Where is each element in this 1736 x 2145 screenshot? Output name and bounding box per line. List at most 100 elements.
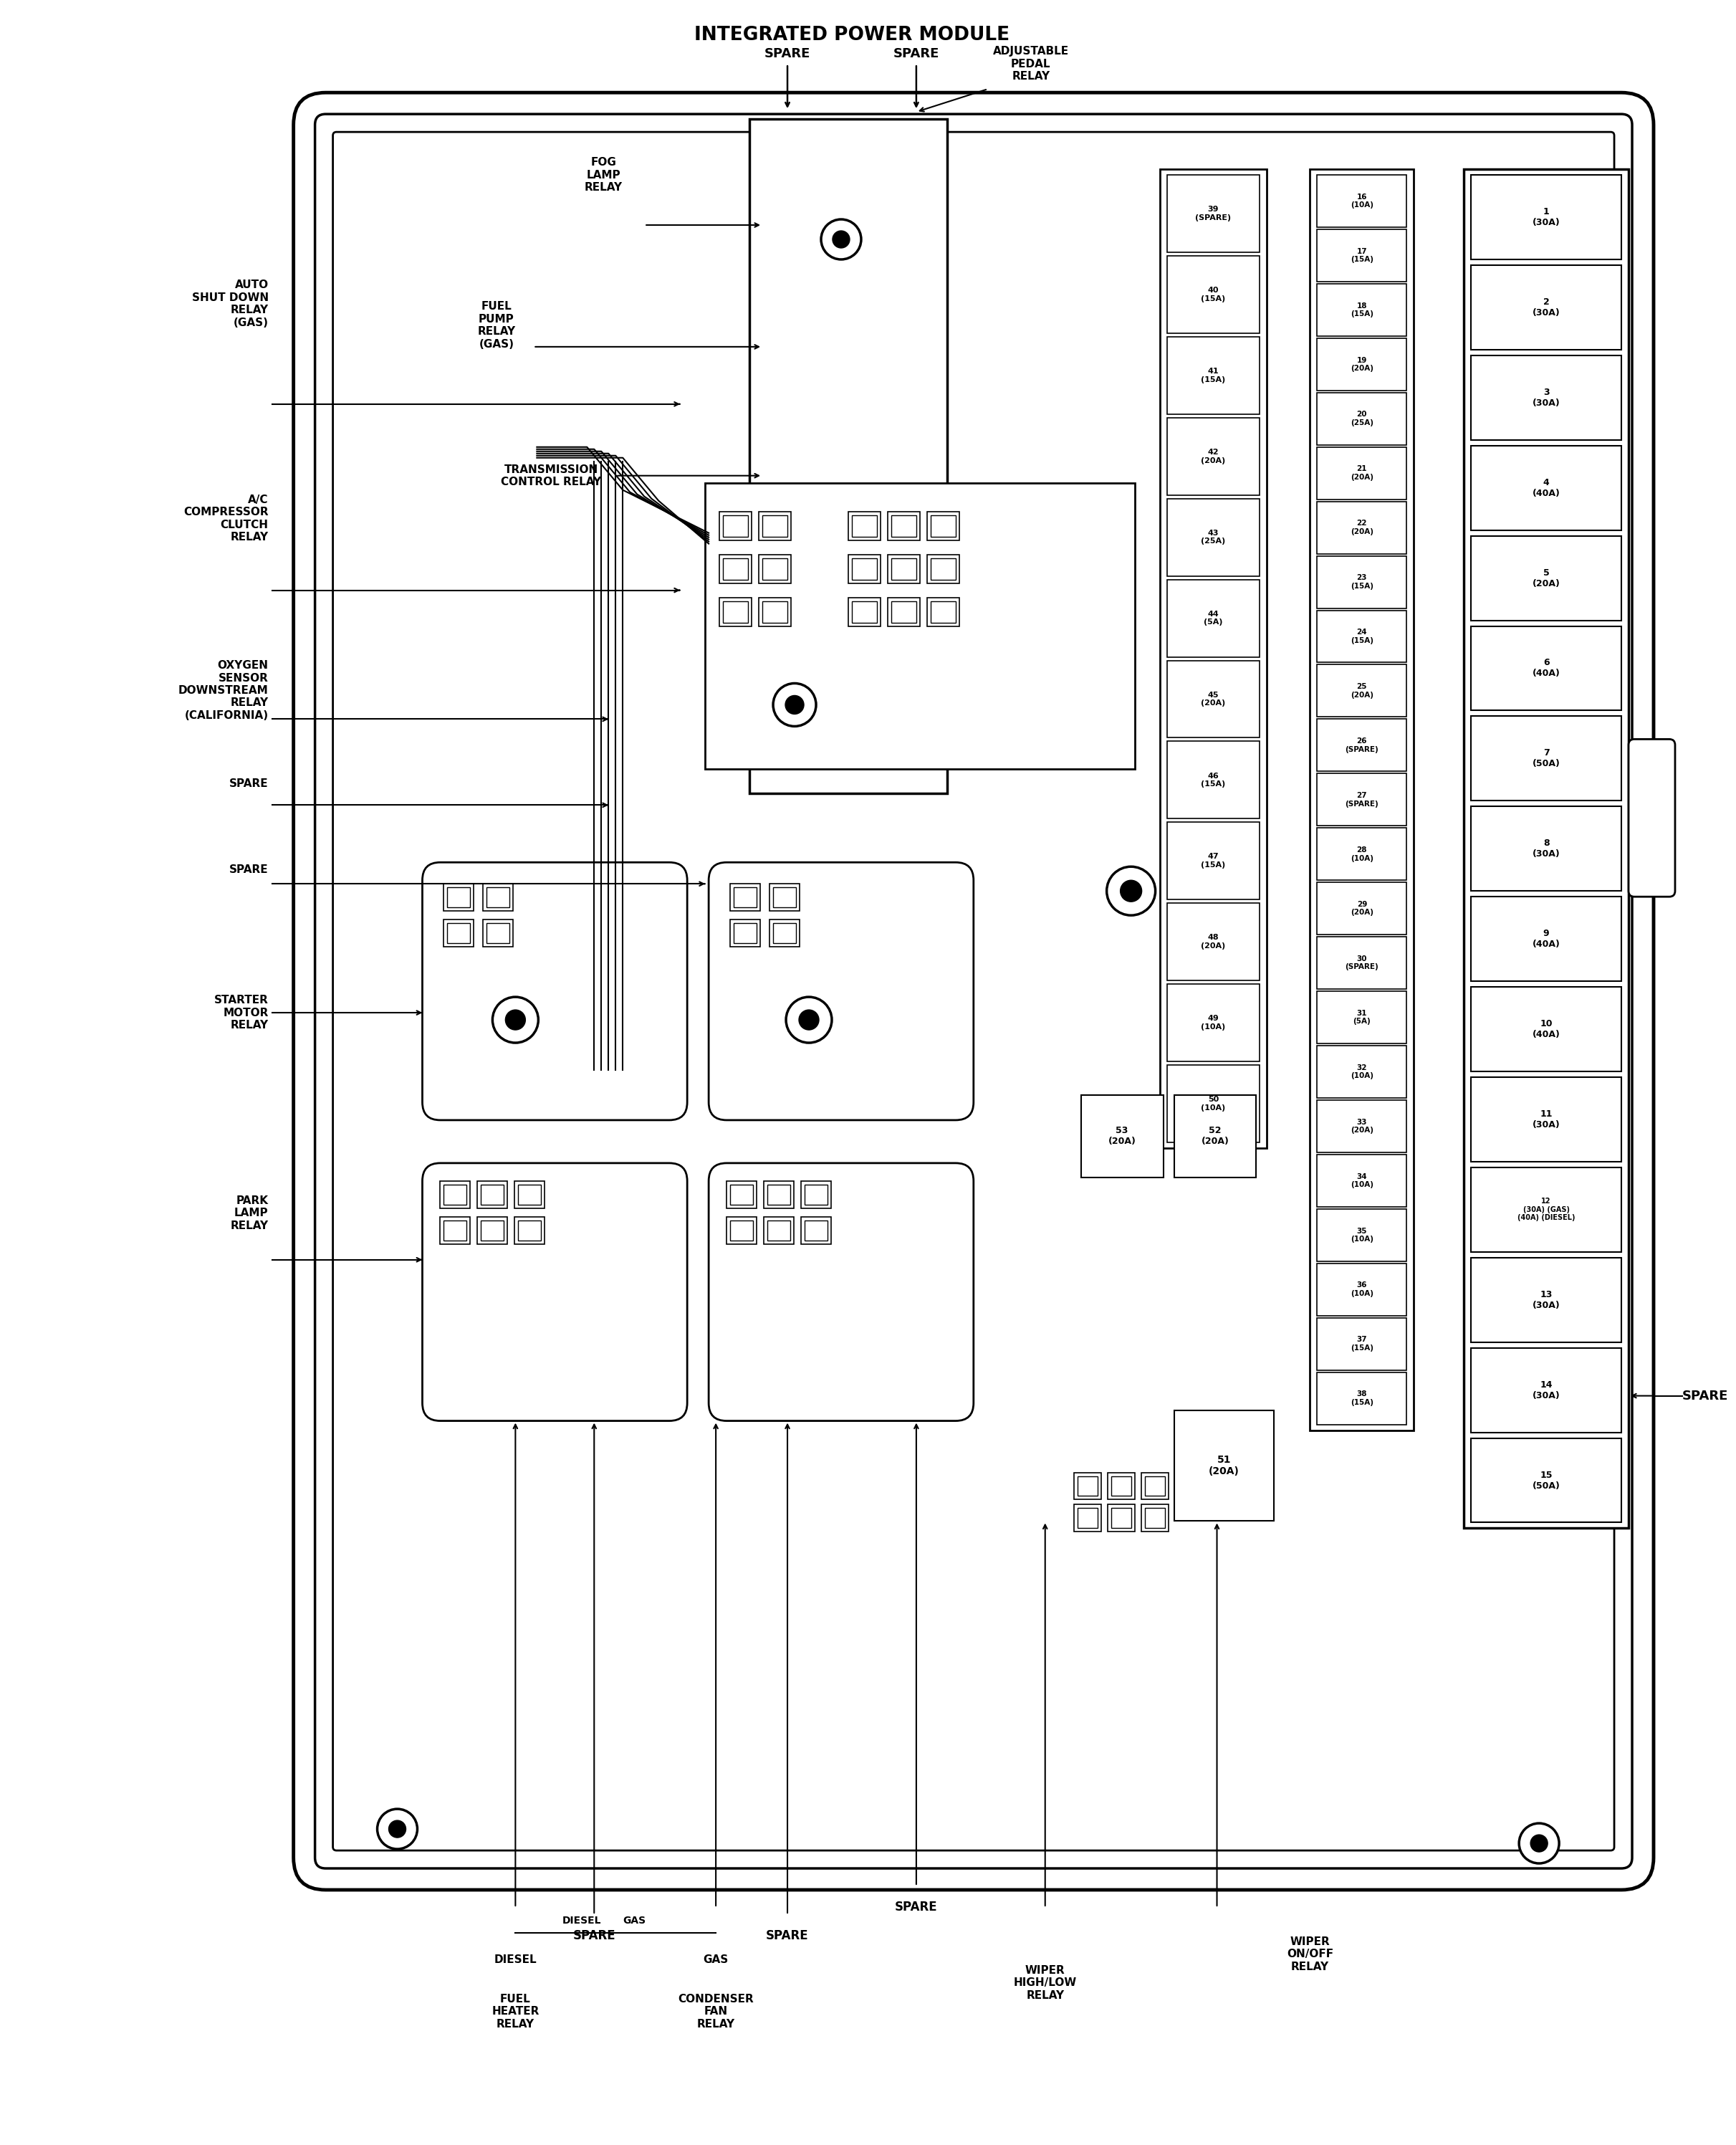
Text: 2
(30A): 2 (30A) — [1533, 298, 1561, 317]
Bar — [1167, 742, 1260, 819]
Text: GAS: GAS — [623, 1915, 646, 1926]
Bar — [1318, 828, 1406, 879]
Bar — [1108, 1504, 1135, 1532]
Circle shape — [389, 1821, 406, 1838]
Text: 43
(25A): 43 (25A) — [1201, 530, 1226, 545]
Bar — [767, 1184, 790, 1205]
Text: 42
(20A): 42 (20A) — [1201, 448, 1226, 463]
Bar — [764, 1216, 793, 1244]
Bar — [1470, 897, 1621, 980]
Circle shape — [821, 219, 861, 260]
Text: 45
(20A): 45 (20A) — [1201, 691, 1226, 708]
Bar — [863, 607, 934, 663]
Text: 31
(5A): 31 (5A) — [1352, 1010, 1371, 1025]
Bar — [1470, 1257, 1621, 1343]
Bar — [514, 1216, 545, 1244]
Bar — [811, 740, 832, 770]
Bar — [1078, 1476, 1097, 1495]
Bar — [1082, 1096, 1163, 1178]
Bar — [762, 727, 833, 783]
Bar — [911, 257, 930, 290]
Bar — [486, 888, 510, 907]
Text: 15
(50A): 15 (50A) — [1533, 1469, 1561, 1491]
Text: FUEL
HEATER
RELAY: FUEL HEATER RELAY — [491, 1993, 540, 2029]
Bar — [887, 598, 920, 626]
Text: SPARE: SPARE — [764, 47, 811, 60]
Text: 11
(30A): 11 (30A) — [1533, 1109, 1561, 1130]
Bar — [1470, 1167, 1621, 1253]
Bar — [930, 558, 955, 579]
Bar — [719, 598, 752, 626]
Bar — [1167, 661, 1260, 738]
FancyBboxPatch shape — [422, 1163, 687, 1420]
Text: 27
(SPARE): 27 (SPARE) — [1345, 792, 1378, 807]
Bar — [769, 884, 800, 912]
Bar — [811, 137, 832, 167]
Bar — [1174, 1096, 1257, 1178]
Bar — [477, 1182, 507, 1208]
Bar — [1318, 1373, 1406, 1424]
Text: 20
(25A): 20 (25A) — [1351, 412, 1373, 427]
Bar — [762, 305, 833, 360]
Bar — [762, 365, 833, 420]
Bar — [1470, 1347, 1621, 1433]
Bar — [866, 317, 885, 350]
Bar — [1470, 536, 1621, 620]
Text: 8
(30A): 8 (30A) — [1533, 839, 1561, 858]
Bar — [731, 920, 760, 946]
FancyBboxPatch shape — [333, 133, 1614, 1851]
Bar — [1111, 1476, 1132, 1495]
Bar — [866, 438, 885, 470]
Bar — [1318, 283, 1406, 337]
Bar — [1318, 991, 1406, 1042]
Circle shape — [833, 232, 849, 249]
Circle shape — [493, 997, 538, 1042]
Bar — [1470, 807, 1621, 890]
Text: SPARE: SPARE — [229, 779, 269, 789]
Bar — [863, 124, 934, 180]
Bar — [866, 137, 885, 167]
Bar — [811, 378, 832, 410]
Text: TRANSMISSION
CONTROL RELAY: TRANSMISSION CONTROL RELAY — [502, 463, 601, 487]
Bar — [727, 1182, 757, 1208]
Bar — [762, 667, 833, 723]
Bar — [1311, 169, 1413, 1431]
Bar — [762, 601, 788, 622]
Text: 19
(20A): 19 (20A) — [1351, 356, 1373, 371]
Text: 53
(20A): 53 (20A) — [1108, 1126, 1135, 1145]
Bar — [863, 545, 934, 603]
Text: AUTO
SHUT DOWN
RELAY
(GAS): AUTO SHUT DOWN RELAY (GAS) — [191, 279, 269, 328]
Bar — [911, 197, 930, 230]
Circle shape — [773, 684, 816, 727]
Bar — [1318, 1263, 1406, 1315]
Bar — [852, 558, 877, 579]
FancyBboxPatch shape — [708, 862, 974, 1120]
Bar — [891, 515, 917, 536]
Bar — [1075, 1504, 1101, 1532]
Bar — [762, 558, 788, 579]
Text: SPARE: SPARE — [896, 1900, 937, 1913]
Bar — [804, 1221, 828, 1240]
Text: PARK
LAMP
RELAY: PARK LAMP RELAY — [231, 1195, 269, 1231]
Bar — [1167, 579, 1260, 656]
Circle shape — [505, 1010, 526, 1030]
Bar — [1108, 1471, 1135, 1499]
Bar — [1167, 418, 1260, 495]
Bar — [448, 922, 470, 944]
Bar — [849, 553, 880, 583]
Bar — [1470, 266, 1621, 350]
Bar — [1318, 882, 1406, 935]
Bar — [1167, 1064, 1260, 1143]
Bar — [734, 888, 757, 907]
Bar — [448, 888, 470, 907]
Text: 18
(15A): 18 (15A) — [1351, 302, 1373, 317]
Bar — [1167, 985, 1260, 1062]
Bar — [1318, 556, 1406, 609]
Text: 25
(20A): 25 (20A) — [1351, 682, 1373, 699]
Bar — [911, 317, 930, 350]
Bar — [444, 1184, 467, 1205]
FancyBboxPatch shape — [422, 862, 687, 1120]
Bar — [1318, 230, 1406, 281]
Bar — [852, 515, 877, 536]
Bar — [719, 553, 752, 583]
